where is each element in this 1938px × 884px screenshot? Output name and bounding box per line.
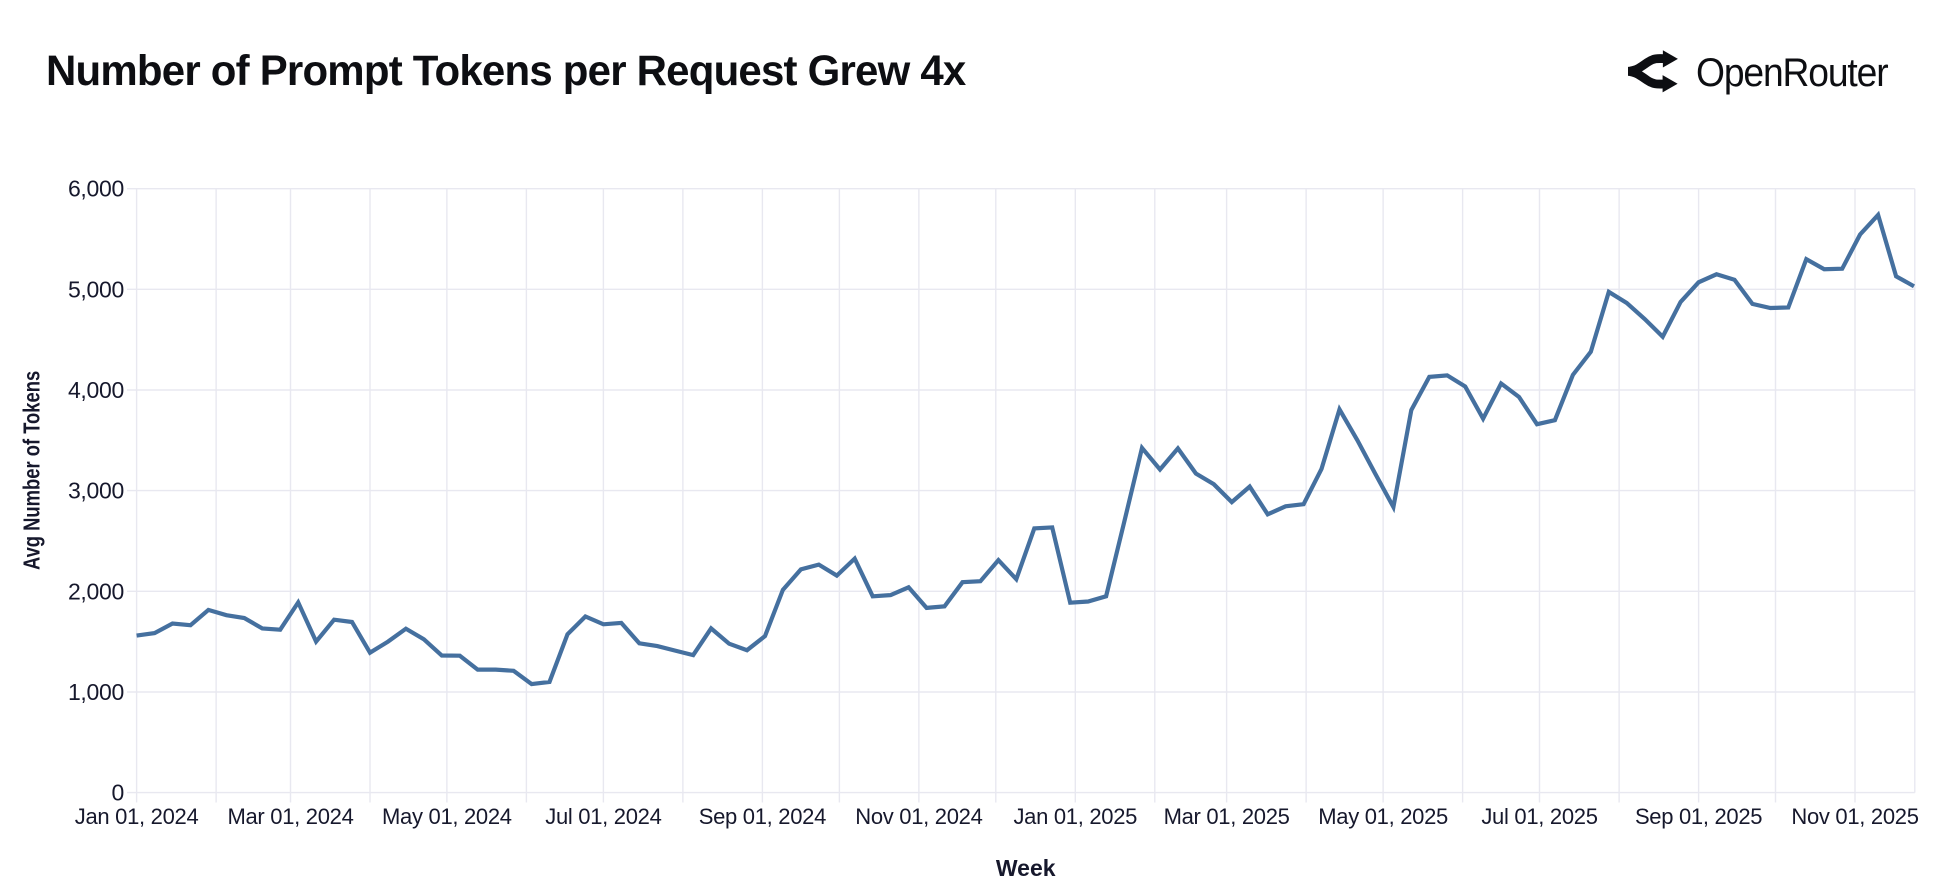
svg-text:May 01, 2025: May 01, 2025 (1318, 804, 1448, 829)
svg-text:Nov 01, 2025: Nov 01, 2025 (1791, 804, 1918, 829)
svg-text:6,000: 6,000 (68, 176, 124, 202)
svg-text:Sep 01, 2024: Sep 01, 2024 (699, 804, 826, 829)
svg-text:Jul 01, 2025: Jul 01, 2025 (1481, 804, 1597, 829)
svg-text:Mar 01, 2024: Mar 01, 2024 (227, 804, 353, 829)
svg-text:Sep 01, 2025: Sep 01, 2025 (1635, 804, 1762, 829)
svg-text:3,000: 3,000 (68, 478, 124, 504)
svg-text:2,000: 2,000 (68, 578, 124, 604)
svg-text:5,000: 5,000 (68, 276, 124, 302)
svg-text:Week: Week (996, 855, 1056, 881)
svg-text:May 01, 2024: May 01, 2024 (382, 804, 512, 829)
svg-text:Jul 01, 2024: Jul 01, 2024 (545, 804, 661, 829)
svg-text:Jan 01, 2024: Jan 01, 2024 (75, 804, 199, 829)
svg-text:Nov 01, 2024: Nov 01, 2024 (855, 804, 982, 829)
svg-text:Avg Number of Tokens: Avg Number of Tokens (20, 371, 45, 570)
svg-text:4,000: 4,000 (68, 377, 124, 403)
svg-text:1,000: 1,000 (68, 679, 124, 705)
svg-text:0: 0 (112, 780, 125, 806)
svg-text:Mar 01, 2025: Mar 01, 2025 (1164, 804, 1290, 829)
svg-text:Jan 01, 2025: Jan 01, 2025 (1013, 804, 1137, 829)
